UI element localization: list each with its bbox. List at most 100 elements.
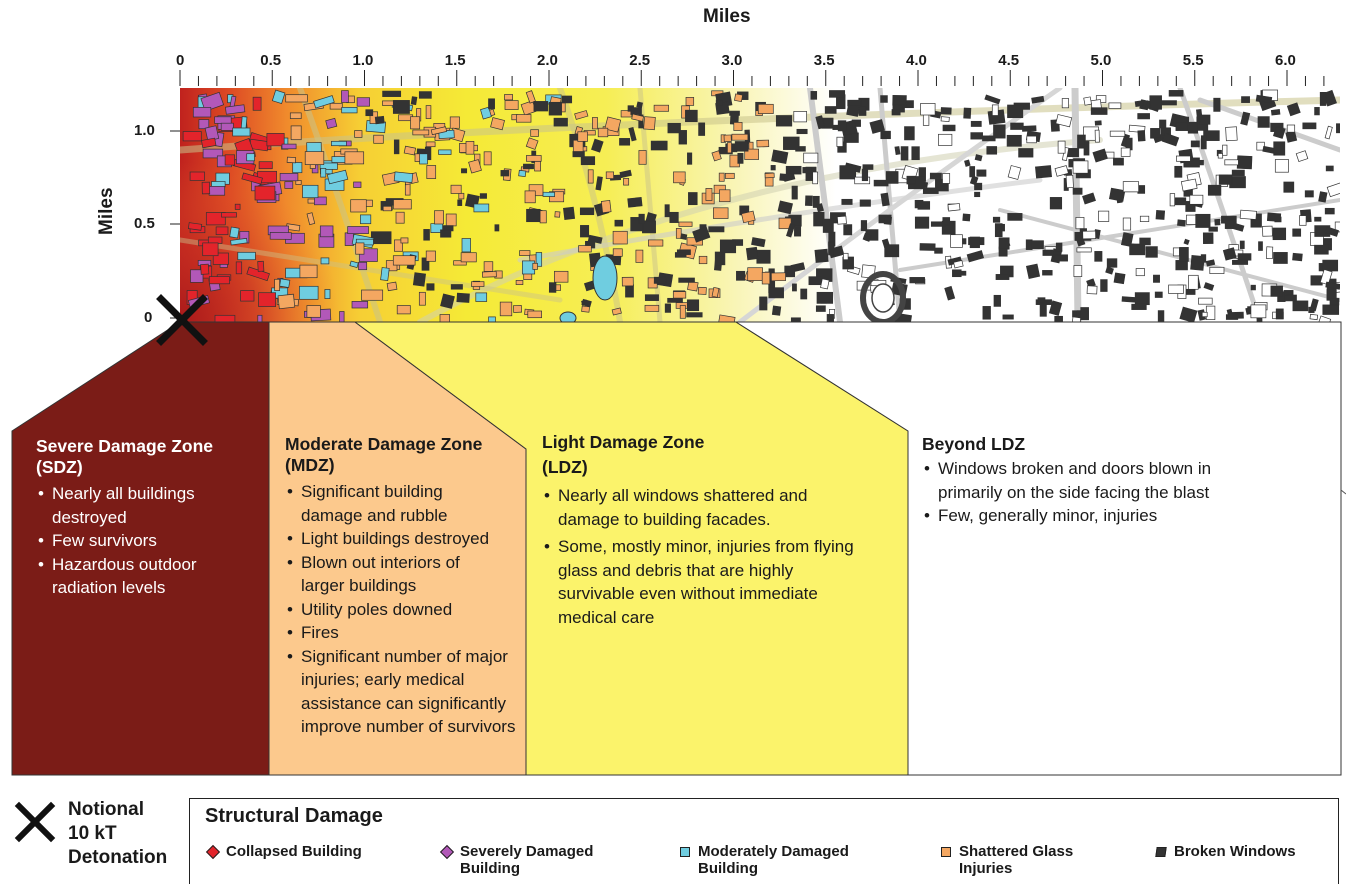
- building: [1270, 285, 1283, 297]
- building: [591, 138, 604, 153]
- building: [356, 97, 370, 107]
- x-axis-ticks: [179, 70, 1325, 86]
- legend-item-moderate: Moderately Damaged Building: [680, 843, 849, 877]
- building: [1250, 304, 1267, 319]
- building: [631, 113, 645, 122]
- building: [1255, 94, 1273, 104]
- building: [929, 172, 942, 180]
- building: [708, 226, 725, 233]
- building: [1292, 300, 1309, 312]
- building: [672, 291, 687, 299]
- building: [940, 116, 950, 122]
- mdz-bullet: Light buildings destroyed: [285, 527, 521, 551]
- building: [344, 151, 365, 165]
- stadium-icon: [860, 271, 906, 322]
- building: [986, 146, 998, 155]
- building: [561, 95, 573, 104]
- x-tick-label: 1.0: [352, 52, 374, 69]
- building: [393, 171, 414, 184]
- building: [906, 175, 916, 185]
- building: [719, 239, 737, 254]
- building: [904, 126, 915, 141]
- building: [201, 181, 211, 195]
- building: [1120, 232, 1134, 247]
- building: [900, 146, 909, 161]
- building: [839, 165, 857, 180]
- building: [449, 116, 460, 129]
- building: [1134, 100, 1144, 108]
- building: [553, 117, 568, 127]
- building: [1035, 165, 1053, 179]
- building: [1049, 197, 1063, 210]
- building: [257, 260, 265, 272]
- x-tick-label: 2.5: [629, 52, 651, 69]
- building: [504, 94, 513, 101]
- x-axis-title: Miles: [703, 6, 751, 27]
- building: [1026, 135, 1037, 144]
- moderate-damage-swatch-icon: [680, 847, 690, 857]
- building: [554, 270, 569, 283]
- building: [192, 107, 212, 118]
- building: [528, 184, 544, 197]
- building: [1201, 311, 1208, 318]
- building: [950, 234, 963, 248]
- building: [1048, 300, 1063, 316]
- building: [1139, 215, 1150, 222]
- building: [396, 305, 411, 315]
- y-axis-ticks: [170, 130, 180, 319]
- building: [1240, 111, 1251, 126]
- building: [1185, 288, 1196, 295]
- building: [581, 305, 590, 313]
- building: [339, 311, 345, 322]
- building: [934, 247, 943, 254]
- building: [554, 211, 561, 218]
- building: [770, 272, 786, 282]
- building: [430, 126, 448, 136]
- building: [737, 152, 744, 164]
- building: [711, 150, 722, 162]
- building: [1168, 90, 1184, 97]
- building: [1270, 109, 1281, 116]
- building: [1179, 306, 1198, 322]
- building: [374, 115, 385, 125]
- building: [884, 244, 900, 258]
- building: [279, 278, 291, 288]
- ldz-bullet: Nearly all windows shattered and damage …: [542, 484, 863, 531]
- building: [1241, 96, 1250, 103]
- building: [468, 159, 482, 174]
- building: [719, 189, 731, 203]
- building: [479, 193, 487, 199]
- building: [858, 106, 867, 116]
- building: [650, 140, 668, 151]
- building: [306, 212, 316, 226]
- building: [1314, 216, 1322, 222]
- building: [705, 188, 713, 201]
- building: [914, 216, 930, 229]
- building: [1189, 194, 1204, 205]
- building: [515, 280, 524, 285]
- building: [1273, 252, 1288, 264]
- building: [982, 306, 991, 320]
- building: [962, 213, 971, 222]
- building: [1205, 305, 1216, 320]
- building: [1098, 210, 1110, 222]
- building: [768, 287, 784, 299]
- building: [869, 119, 885, 134]
- building: [686, 312, 703, 318]
- building: [800, 288, 808, 300]
- building: [942, 217, 951, 226]
- building: [1237, 253, 1252, 261]
- building: [424, 146, 432, 161]
- building: [450, 284, 463, 290]
- building: [1018, 148, 1034, 158]
- building: [1042, 270, 1053, 276]
- building: [974, 154, 983, 162]
- building: [229, 226, 240, 239]
- building: [182, 131, 202, 142]
- building: [644, 304, 660, 312]
- building: [237, 251, 256, 261]
- building: [803, 152, 819, 164]
- building: [382, 205, 392, 212]
- building: [1324, 207, 1335, 215]
- building: [281, 143, 297, 150]
